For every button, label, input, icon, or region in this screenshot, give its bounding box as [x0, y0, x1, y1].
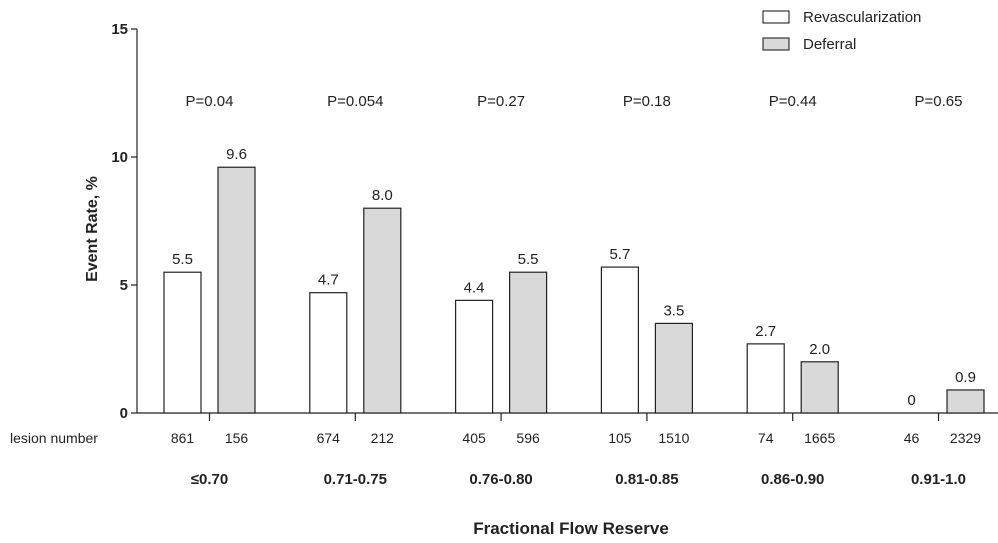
deferral-value-label: 8.0 [372, 187, 393, 204]
revascularization-bar [163, 271, 202, 414]
category-label: 0.86-0.90 [761, 471, 824, 488]
revascularization-lesion-number: 105 [608, 430, 632, 446]
revascularization-lesion-number: 74 [758, 430, 774, 446]
deferral-lesion-number: 596 [516, 430, 540, 446]
y-tick-label: 15 [111, 21, 128, 38]
y-tick-label: 0 [120, 405, 128, 422]
revascularization-value-label: 5.7 [609, 246, 630, 263]
revascularization-bar [746, 343, 785, 414]
category-label: ≤0.70 [191, 471, 228, 488]
deferral-bar [654, 322, 694, 414]
revascularization-lesion-number: 405 [462, 430, 486, 446]
revascularization-value-label: 5.5 [172, 251, 193, 268]
category-label: 0.76-0.80 [469, 471, 532, 488]
deferral-bar [800, 361, 839, 414]
deferral-bar [217, 166, 256, 414]
p-value-label: P=0.054 [327, 93, 383, 110]
x-axis-title: Fractional Flow Reserve [473, 519, 669, 538]
revascularization-lesion-number: 861 [171, 430, 195, 446]
deferral-lesion-number: 2329 [950, 430, 981, 446]
y-tick-label: 5 [120, 277, 128, 294]
revascularization-bar [455, 299, 494, 414]
p-value-label: P=0.18 [623, 93, 671, 110]
category-label: 0.91-1.0 [911, 471, 966, 488]
legend-revascularization-label: Revascularization [803, 9, 921, 26]
category-label: 0.81-0.85 [615, 471, 678, 488]
deferral-value-label: 0.9 [955, 369, 976, 386]
revascularization-bar [309, 292, 348, 414]
deferral-lesion-number: 212 [371, 430, 395, 446]
revascularization-lesion-number: 674 [317, 430, 341, 446]
deferral-value-label: 9.6 [226, 146, 247, 163]
revascularization-value-label: 4.7 [318, 272, 339, 289]
y-tick-label: 10 [111, 149, 128, 166]
legend-deferral-label: Deferral [803, 36, 856, 53]
revascularization-bar [600, 266, 640, 414]
deferral-lesion-number: 1665 [804, 430, 835, 446]
p-value-label: P=0.04 [186, 93, 234, 110]
legend: Revascularization Deferral [762, 9, 921, 53]
y-axis-title: Event Rate, % [84, 176, 101, 282]
deferral-lesion-number: 1510 [658, 430, 689, 446]
p-value-label: P=0.44 [769, 93, 817, 110]
deferral-bar [946, 389, 985, 414]
deferral-value-label: 3.5 [663, 302, 684, 319]
revascularization-value-label: 4.4 [464, 279, 485, 296]
deferral-lesion-number: 156 [225, 430, 249, 446]
deferral-bar [509, 271, 548, 414]
p-value-label: P=0.65 [915, 93, 963, 110]
legend-revascularization-swatch [762, 10, 790, 24]
revascularization-lesion-number: 46 [904, 430, 920, 446]
labels: lesion number 5.5 861 9.6 156 ≤0.70 P=0.04 4.7 6… [10, 93, 981, 488]
deferral-value-label: 5.5 [518, 251, 539, 268]
revascularization-value-label: 0 [907, 392, 915, 409]
bars [163, 166, 985, 414]
p-value-label: P=0.27 [477, 93, 525, 110]
lesion-number-row-label: lesion number [10, 430, 98, 446]
axes: 0 5 10 15 Event Rate, % Fractional Flow Reser… [84, 21, 998, 538]
deferral-value-label: 2.0 [809, 341, 830, 358]
category-label: 0.71-0.75 [324, 471, 387, 488]
revascularization-value-label: 2.7 [755, 323, 776, 340]
deferral-bar [363, 207, 402, 414]
legend-deferral-swatch [762, 37, 790, 51]
